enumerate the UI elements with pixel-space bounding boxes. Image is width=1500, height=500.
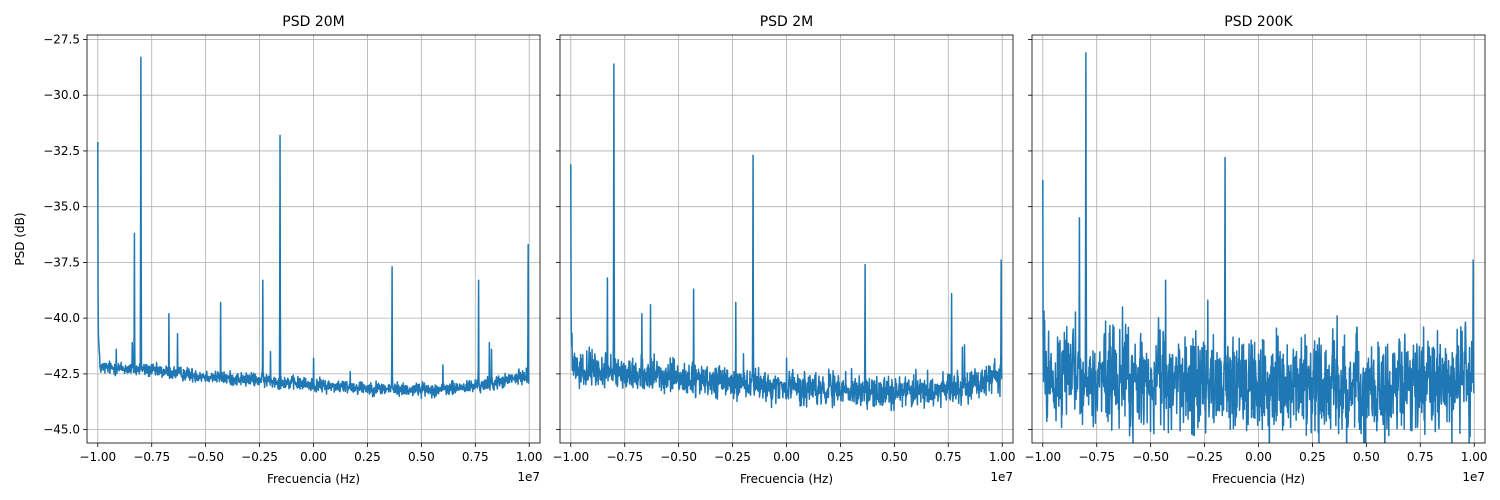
y-tick-label: −35.0 — [43, 200, 80, 214]
x-tick-label: −0.75 — [133, 450, 170, 464]
x-tick-label: 1.00 — [1461, 450, 1488, 464]
x-tick-label: 1.00 — [516, 450, 543, 464]
x-tick-label: 0.50 — [1353, 450, 1380, 464]
x-tick-label: −1.00 — [79, 450, 116, 464]
psd-series-line — [97, 56, 530, 400]
y-tick-label: −42.5 — [43, 367, 80, 381]
x-tick-label: 0.25 — [1299, 450, 1326, 464]
y-tick-label: −45.0 — [43, 423, 80, 437]
y-axis-label: PSD (dB) — [13, 212, 27, 265]
chart-title: PSD 200K — [1224, 14, 1293, 30]
x-tick-label: −0.50 — [660, 450, 697, 464]
chart-title: PSD 2M — [760, 14, 814, 30]
x-offset-text: 1e7 — [1462, 470, 1485, 484]
chart-title: PSD 20M — [282, 14, 344, 30]
x-tick-label: 0.00 — [1245, 450, 1272, 464]
x-tick-label: 0.75 — [1407, 450, 1434, 464]
x-axis-label: Frecuencia (Hz) — [740, 472, 833, 486]
psd-series-line — [1042, 52, 1475, 443]
x-offset-text: 1e7 — [990, 470, 1013, 484]
y-tick-label: −30.0 — [43, 88, 80, 102]
x-tick-label: −0.50 — [187, 450, 224, 464]
x-tick-label: 0.00 — [300, 450, 327, 464]
subplot-2: −1.00 −0.75 −0.50 −0.25 0.00 0.25 0.50 0.75 1.00… — [552, 14, 1015, 486]
x-tick-label: −0.25 — [714, 450, 751, 464]
x-tick-label: −1.00 — [552, 450, 589, 464]
x-axis-label: Frecuencia (Hz) — [1212, 472, 1305, 486]
x-tick-label: −1.00 — [1024, 450, 1061, 464]
x-tick-label: −0.75 — [606, 450, 643, 464]
x-tick-label: −0.25 — [1186, 450, 1223, 464]
ticks: −1.00 −0.75 −0.50 −0.25 0.00 0.25 0.50 0.75 1.00 — [552, 39, 1016, 464]
y-tick-label: −27.5 — [43, 32, 80, 46]
subplot-1: −1.00 −0.75 −0.50 −0.25 0.00 0.25 0.50 0.75 1.00… — [13, 14, 543, 486]
y-tick-label: −32.5 — [43, 144, 80, 158]
psd-series-line — [570, 63, 1003, 412]
x-tick-label: 0.50 — [881, 450, 908, 464]
ticks: −1.00 −0.75 −0.50 −0.25 0.00 0.25 0.50 0.75 1.00… — [43, 32, 542, 464]
x-tick-label: 0.00 — [773, 450, 800, 464]
ticks: −1.00 −0.75 −0.50 −0.25 0.00 0.25 0.50 0.75 1.00 — [1024, 39, 1488, 464]
x-tick-label: −0.75 — [1078, 450, 1115, 464]
x-offset-text: 1e7 — [517, 470, 540, 484]
x-tick-label: 0.25 — [827, 450, 854, 464]
x-tick-label: −0.50 — [1132, 450, 1169, 464]
subplot-3: −1.00 −0.75 −0.50 −0.25 0.00 0.25 0.50 0.75 1.00… — [1024, 14, 1487, 486]
y-tick-label: −40.0 — [43, 311, 80, 325]
x-axis-label: Frecuencia (Hz) — [267, 472, 360, 486]
x-tick-label: 0.25 — [354, 450, 381, 464]
x-tick-label: −0.25 — [241, 450, 278, 464]
x-tick-label: 1.00 — [989, 450, 1016, 464]
y-tick-label: −37.5 — [43, 255, 80, 269]
x-tick-label: 0.75 — [462, 450, 489, 464]
x-tick-label: 0.75 — [935, 450, 962, 464]
x-tick-label: 0.50 — [408, 450, 435, 464]
